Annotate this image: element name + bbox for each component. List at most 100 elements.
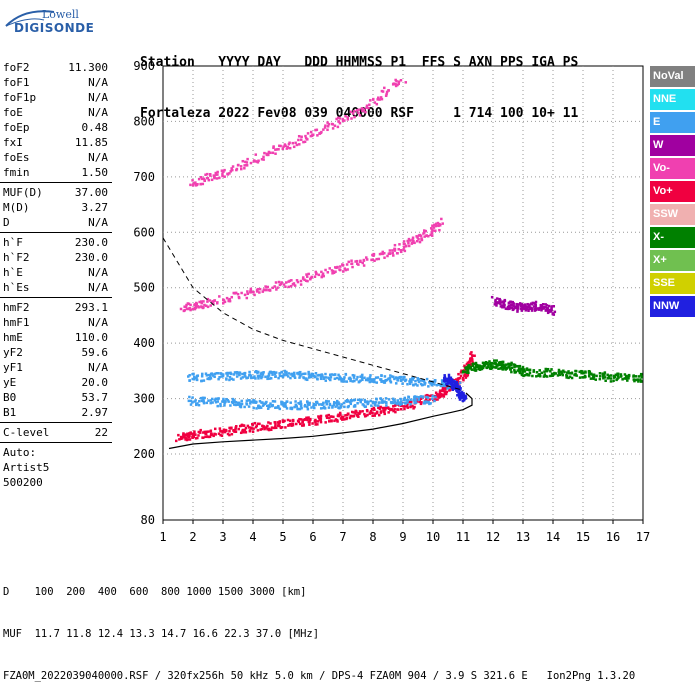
echo-point	[347, 377, 351, 380]
echo-point	[360, 376, 364, 379]
echo-point	[221, 174, 224, 178]
echo-point	[394, 402, 397, 405]
echo-point	[278, 407, 282, 411]
legend-item: NNE	[650, 89, 695, 110]
echo-point	[623, 373, 627, 376]
echo-point	[466, 368, 470, 371]
logo-swoosh-icon	[5, 10, 55, 27]
echo-point	[575, 374, 578, 377]
y-tick-label: 300	[133, 392, 155, 406]
echo-point	[527, 308, 530, 311]
echo-point	[512, 363, 515, 366]
param-row: foE N/A	[0, 105, 112, 120]
echo-point	[335, 117, 338, 121]
echo-point	[234, 430, 238, 434]
legend-item: X-	[650, 227, 695, 248]
param-label: foE	[3, 106, 23, 119]
echo-point	[538, 374, 542, 378]
echo-point	[222, 428, 226, 431]
echo-point	[282, 283, 286, 286]
echo-point	[284, 426, 287, 429]
echo-point	[505, 366, 509, 370]
echo-point	[530, 309, 534, 312]
echo-point	[640, 375, 643, 379]
echo-point	[188, 379, 191, 382]
echo-point	[525, 305, 528, 309]
echo-point	[241, 159, 245, 163]
echo-point	[520, 373, 524, 377]
echo-point	[527, 374, 531, 377]
echo-point	[325, 402, 329, 406]
digisonde-logo: Lowell DIGISONDE	[4, 6, 100, 46]
echo-point	[446, 387, 449, 390]
echo-point	[235, 375, 239, 378]
echo-point	[461, 370, 465, 373]
echo-point	[223, 168, 226, 172]
echo-point	[542, 375, 546, 378]
echo-point	[306, 405, 309, 409]
echo-point	[282, 145, 285, 148]
y-tick-label: 400	[133, 336, 155, 350]
echo-point	[277, 406, 280, 409]
echo-point	[506, 305, 510, 309]
echo-point	[186, 433, 190, 437]
echo-point	[331, 406, 334, 409]
echo-point	[394, 84, 398, 88]
echo-point	[389, 379, 392, 383]
echo-point	[504, 307, 508, 310]
echo-point	[294, 422, 298, 426]
echo-point	[474, 365, 478, 369]
echo-point	[508, 307, 511, 311]
echo-point	[269, 402, 272, 405]
echo-point	[299, 422, 302, 426]
echo-point	[510, 366, 514, 370]
echo-point	[466, 366, 469, 369]
echo-point	[267, 372, 271, 376]
echo-point	[490, 295, 494, 299]
echo-point	[303, 403, 307, 407]
echo-point	[430, 228, 434, 231]
echo-point	[199, 300, 203, 304]
param-row: foF1p N/A	[0, 90, 112, 105]
echo-point	[387, 398, 391, 401]
echo-point	[291, 423, 295, 427]
echo-point	[231, 168, 234, 172]
echo-point	[437, 393, 441, 397]
echo-point	[307, 372, 310, 376]
echo-point	[327, 413, 331, 417]
echo-point	[422, 231, 426, 234]
echo-point	[281, 420, 285, 424]
echo-point	[250, 400, 253, 403]
echo-point	[289, 407, 292, 410]
echo-point	[394, 382, 398, 385]
echo-point	[623, 377, 626, 380]
echo-point	[249, 402, 252, 405]
echo-point	[307, 416, 310, 419]
echo-point	[348, 416, 352, 420]
echo-point	[249, 291, 252, 294]
echo-point	[213, 427, 217, 431]
echo-point	[385, 404, 388, 407]
echo-point	[409, 402, 412, 406]
echo-point	[196, 305, 200, 308]
echo-point	[412, 384, 415, 387]
echo-point	[238, 371, 242, 374]
echo-point	[434, 391, 438, 394]
echo-point	[466, 361, 470, 365]
echo-point	[256, 429, 260, 432]
echo-point	[518, 364, 522, 368]
echo-point	[295, 405, 298, 408]
echo-point	[457, 393, 460, 397]
echo-point	[420, 237, 423, 240]
echo-point	[337, 120, 341, 123]
param-row: B0 53.7	[0, 390, 112, 405]
echo-point	[438, 395, 442, 398]
echo-point	[299, 404, 303, 408]
legend-item: SSE	[650, 273, 695, 294]
echo-point	[354, 260, 357, 263]
echo-point	[197, 177, 201, 181]
echo-point	[495, 304, 498, 307]
echo-point	[328, 267, 331, 270]
echo-point	[242, 431, 245, 434]
echo-point	[300, 373, 303, 376]
